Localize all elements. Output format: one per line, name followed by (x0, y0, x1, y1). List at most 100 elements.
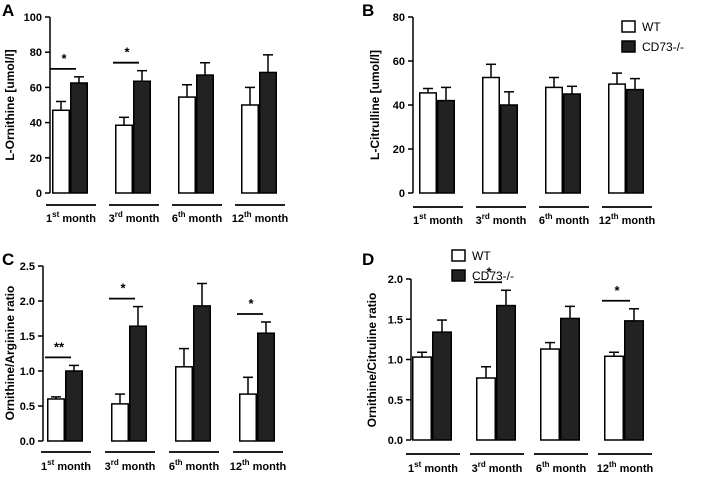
bar-cd73-4 (624, 320, 644, 441)
category-label: 3rd month (105, 458, 156, 473)
bar-wt-2 (482, 76, 500, 194)
category-label: 1st month (41, 458, 91, 473)
y-tick-label: 1.5 (388, 314, 403, 326)
y-tick-label: 100 (24, 12, 42, 24)
bar-cd73-4 (257, 332, 275, 442)
y-tick-label: 1.0 (20, 366, 35, 378)
category-label: 1st month (408, 460, 458, 475)
bar-cd73-4 (259, 71, 277, 194)
category-label: 12th month (230, 458, 287, 473)
legend-swatch-cd73 (621, 40, 636, 53)
bar-wt-4 (241, 104, 259, 194)
bar-wt-2 (115, 124, 133, 194)
legend-label: WT (642, 20, 661, 34)
bar-wt-4 (239, 393, 257, 442)
category-label: 6th month (172, 210, 223, 225)
y-tick-label: 20 (393, 144, 405, 156)
y-tick-label: 0.0 (388, 435, 403, 447)
bar-cd73-1 (432, 331, 452, 441)
category-label: 3rd month (109, 210, 160, 225)
category-label: 3rd month (472, 460, 523, 475)
y-tick-label: 0.0 (20, 436, 35, 448)
significance-label: ** (54, 339, 65, 354)
significance-label: * (124, 45, 130, 60)
y-tick-label: 0.5 (388, 395, 403, 407)
y-axis-label: Ornithine/Arginine ratio (3, 286, 17, 421)
bar-cd73-3 (560, 317, 580, 441)
category-label: 6th month (539, 212, 590, 227)
y-axis-label: L-Citrulline [umol/l] (368, 50, 382, 160)
bar-wt-1 (52, 109, 70, 194)
bar-cd73-3 (196, 74, 214, 194)
bar-cd73-1 (437, 99, 455, 194)
y-tick-label: 40 (393, 100, 405, 112)
y-tick-label: 1.5 (20, 331, 35, 343)
bar-wt-1 (419, 92, 437, 194)
panel-b: B L-Citrulline [umol/l] 0 20 40 60 80 1st month… (362, 1, 684, 227)
y-tick-label: 1.0 (388, 355, 403, 367)
panel-letter: D (362, 250, 374, 269)
category-label: 12th month (232, 210, 289, 225)
panel-d: D Ornithine/Citruline ratio 0.0 0.5 1.0 1.5 2.… (362, 249, 654, 475)
bar-wt-3 (178, 96, 196, 194)
y-tick-label: 20 (30, 153, 42, 165)
y-axis-label: L-Ornithine [umol/l] (3, 49, 17, 160)
bar-cd73-2 (500, 104, 518, 194)
panel-letter: C (2, 250, 14, 269)
y-tick-label: 80 (30, 47, 42, 59)
legend-label: WT (472, 249, 491, 263)
y-tick-label: 40 (30, 118, 42, 130)
panel-c: C Ornithine/Arginine ratio 0.0 0.5 1.0 1.5 2.0… (2, 250, 287, 473)
legend-swatch-cd73 (451, 269, 466, 282)
significance-label: * (120, 281, 126, 296)
bar-wt-3 (540, 348, 560, 441)
legend: WT CD73-/- (451, 249, 514, 283)
bar-wt-3 (175, 366, 193, 442)
bar-wt-4 (604, 355, 624, 441)
y-tick-label: 2.5 (20, 261, 35, 273)
significance-label: * (61, 51, 67, 66)
panel-a: A L-Ornithine [umol/l] 0 20 40 60 80 100 1st mon… (2, 1, 289, 225)
bar-wt-1 (47, 398, 65, 442)
bar-cd73-2 (496, 304, 516, 441)
category-label: 1st month (46, 210, 96, 225)
category-label: 12th month (597, 460, 654, 475)
bar-wt-4 (608, 83, 626, 194)
panel-letter: B (362, 1, 374, 20)
legend-label: CD73-/- (472, 269, 514, 283)
category-label: 6th month (536, 460, 587, 475)
y-tick-label: 0.5 (20, 401, 35, 413)
significance-label: * (614, 283, 620, 298)
bar-wt-2 (111, 403, 129, 442)
category-label: 12th month (599, 212, 656, 227)
bar-cd73-2 (133, 80, 151, 194)
bar-cd73-3 (193, 305, 211, 442)
legend-swatch-wt (451, 249, 466, 262)
bar-wt-2 (476, 377, 496, 441)
bar-cd73-2 (129, 325, 147, 442)
significance-label: * (248, 296, 254, 311)
y-tick-label: 80 (393, 12, 405, 24)
legend: WT CD73-/- (621, 20, 684, 54)
legend-label: CD73-/- (642, 40, 684, 54)
y-tick-label: 2.0 (388, 274, 403, 286)
category-label: 6th month (169, 458, 220, 473)
bar-cd73-1 (65, 370, 83, 442)
y-tick-label: 0 (36, 188, 42, 200)
y-tick-label: 60 (30, 82, 42, 94)
y-tick-label: 60 (393, 56, 405, 68)
significance-label: * (486, 264, 492, 279)
y-tick-label: 2.0 (20, 296, 35, 308)
panel-letter: A (2, 1, 14, 20)
bar-cd73-1 (70, 82, 88, 194)
y-axis-label: Ornithine/Citruline ratio (365, 293, 379, 428)
bar-wt-3 (545, 86, 563, 194)
category-label: 3rd month (476, 212, 527, 227)
category-label: 1st month (413, 212, 463, 227)
bar-cd73-4 (626, 88, 644, 194)
y-tick-label: 0 (399, 188, 405, 200)
bar-cd73-3 (563, 93, 581, 194)
legend-swatch-wt (621, 20, 636, 33)
bar-wt-1 (412, 356, 432, 441)
